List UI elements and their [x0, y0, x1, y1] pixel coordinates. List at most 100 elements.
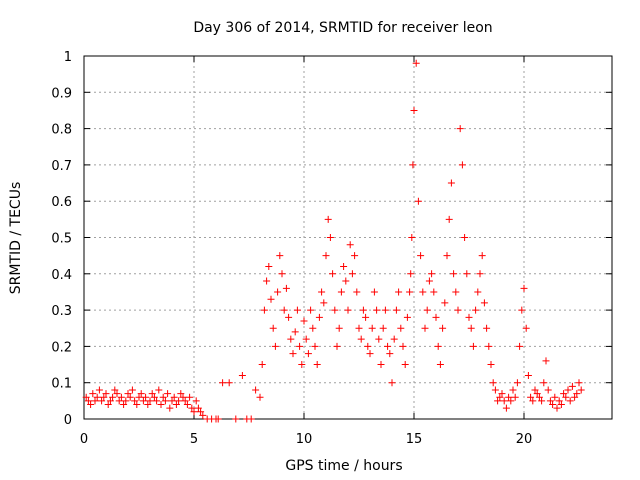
data-point — [155, 386, 163, 394]
data-point — [124, 390, 132, 398]
data-point — [192, 397, 200, 405]
data-point — [351, 252, 359, 260]
data-point — [520, 284, 528, 292]
data-point — [439, 324, 447, 332]
x-tick-label: 15 — [406, 432, 423, 447]
data-point — [362, 313, 370, 321]
data-point — [511, 393, 519, 401]
data-point — [348, 270, 356, 278]
data-point — [232, 415, 240, 423]
y-tick-label: 0.7 — [51, 159, 72, 174]
data-point — [566, 397, 574, 405]
data-point — [509, 386, 517, 394]
data-point — [161, 397, 169, 405]
data-point — [128, 386, 136, 394]
data-point — [432, 313, 440, 321]
data-point — [219, 379, 227, 387]
data-point — [461, 234, 469, 241]
data-point — [298, 361, 306, 369]
data-point — [423, 306, 431, 314]
data-point — [117, 393, 125, 401]
y-tick-label: 0.2 — [51, 340, 72, 355]
data-point — [445, 215, 453, 223]
data-point — [535, 393, 543, 401]
data-point — [296, 342, 304, 350]
data-point — [414, 197, 422, 205]
data-point — [252, 386, 260, 394]
data-point — [324, 215, 332, 223]
data-point — [480, 299, 488, 307]
data-point — [370, 288, 378, 296]
data-point — [412, 59, 420, 67]
data-point — [500, 397, 508, 405]
data-point — [175, 397, 183, 405]
x-axis-title: GPS time / hours — [285, 458, 402, 474]
data-point — [271, 342, 279, 350]
x-axis: 0 5 10 15 20 — [80, 56, 532, 447]
data-point — [375, 335, 383, 343]
data-point — [443, 252, 451, 260]
data-point — [474, 288, 482, 296]
data-point — [183, 400, 191, 408]
y-tick-label: 0.5 — [51, 232, 72, 247]
data-point — [280, 306, 288, 314]
data-point — [142, 393, 150, 401]
data-point — [258, 361, 266, 369]
y-axis-title: SRMTID / TECUs — [8, 182, 24, 295]
data-point — [170, 393, 178, 401]
data-point — [331, 306, 339, 314]
data-point — [318, 288, 326, 296]
data-point — [485, 342, 493, 350]
data-point — [274, 288, 282, 296]
data-point — [276, 252, 284, 260]
data-point — [364, 342, 372, 350]
data-point — [409, 161, 417, 169]
data-point — [502, 404, 510, 412]
data-point — [104, 400, 112, 408]
data-point — [133, 400, 141, 408]
data-point — [181, 397, 189, 405]
data-point — [452, 288, 460, 296]
data-point — [553, 404, 561, 412]
data-point — [476, 270, 484, 278]
data-point — [302, 335, 310, 343]
data-point — [225, 379, 233, 387]
data-point — [265, 263, 273, 271]
data-point — [381, 306, 389, 314]
data-point — [403, 313, 411, 321]
data-point — [285, 313, 293, 321]
plot-frame — [83, 55, 613, 420]
data-point — [307, 306, 315, 314]
data-point — [436, 361, 444, 369]
data-point — [417, 252, 425, 260]
y-tick-label: 0.9 — [51, 86, 72, 101]
data-point — [120, 400, 128, 408]
data-point — [353, 288, 361, 296]
grid-lines — [84, 56, 612, 419]
data-point — [529, 397, 537, 405]
data-point — [278, 270, 286, 278]
data-point — [287, 335, 295, 343]
data-point — [450, 270, 458, 278]
y-tick-label: 0.3 — [51, 304, 72, 319]
data-point — [159, 393, 167, 401]
data-point — [399, 342, 407, 350]
data-point — [115, 397, 123, 405]
data-point — [82, 393, 90, 401]
data-point — [146, 397, 154, 405]
data-point — [333, 342, 341, 350]
data-point — [157, 400, 165, 408]
data-point — [456, 125, 464, 133]
data-point — [419, 288, 427, 296]
data-point — [122, 397, 130, 405]
y-tick-label: 0.1 — [51, 377, 72, 392]
data-point — [95, 386, 103, 394]
data-point — [87, 400, 95, 408]
data-point — [465, 313, 473, 321]
data-point — [447, 179, 455, 187]
data-point — [300, 317, 308, 325]
data-point — [177, 390, 185, 398]
data-point — [322, 252, 330, 260]
data-point — [282, 284, 290, 292]
